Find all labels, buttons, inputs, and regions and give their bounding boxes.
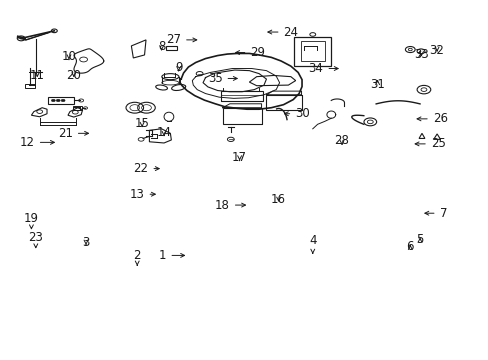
Text: 27: 27 — [166, 33, 196, 46]
Text: 7: 7 — [424, 207, 446, 220]
Text: 32: 32 — [429, 44, 444, 57]
Text: 19: 19 — [24, 212, 39, 229]
Text: 3: 3 — [82, 236, 89, 249]
Bar — [222, 108, 261, 124]
Circle shape — [61, 99, 65, 102]
Bar — [266, 95, 301, 110]
Bar — [300, 41, 325, 61]
Text: 14: 14 — [156, 126, 171, 139]
Text: 23: 23 — [28, 231, 43, 248]
Text: 30: 30 — [284, 107, 309, 120]
Text: 16: 16 — [270, 193, 285, 206]
Text: 9: 9 — [175, 61, 182, 74]
Text: 18: 18 — [215, 199, 245, 212]
Text: 4: 4 — [308, 234, 316, 253]
Text: 24: 24 — [267, 26, 298, 39]
Text: 26: 26 — [416, 112, 447, 125]
Text: 2: 2 — [133, 249, 141, 265]
Text: 17: 17 — [232, 152, 246, 165]
Text: 13: 13 — [129, 188, 155, 201]
Bar — [221, 91, 262, 101]
Text: 34: 34 — [308, 62, 338, 75]
Text: 22: 22 — [133, 162, 159, 175]
Text: 28: 28 — [334, 134, 349, 147]
Bar — [166, 46, 177, 50]
Text: 35: 35 — [207, 72, 237, 85]
Text: 33: 33 — [413, 48, 428, 61]
Text: 21: 21 — [58, 127, 88, 140]
Bar — [48, 97, 74, 104]
Bar — [73, 106, 81, 110]
Text: 29: 29 — [235, 46, 265, 59]
Text: 11: 11 — [30, 68, 45, 81]
Bar — [294, 37, 330, 66]
Text: 25: 25 — [414, 138, 445, 150]
Text: 10: 10 — [61, 50, 76, 63]
Text: 1: 1 — [159, 249, 184, 262]
Text: 31: 31 — [369, 78, 384, 91]
Bar — [221, 95, 262, 101]
Text: 15: 15 — [134, 117, 149, 130]
Text: 5: 5 — [415, 233, 423, 246]
Text: 12: 12 — [20, 136, 54, 149]
Text: 6: 6 — [406, 240, 413, 253]
Bar — [25, 85, 35, 88]
Circle shape — [56, 99, 60, 102]
Text: 8: 8 — [158, 40, 165, 53]
Circle shape — [51, 99, 55, 102]
Text: 20: 20 — [66, 68, 81, 81]
